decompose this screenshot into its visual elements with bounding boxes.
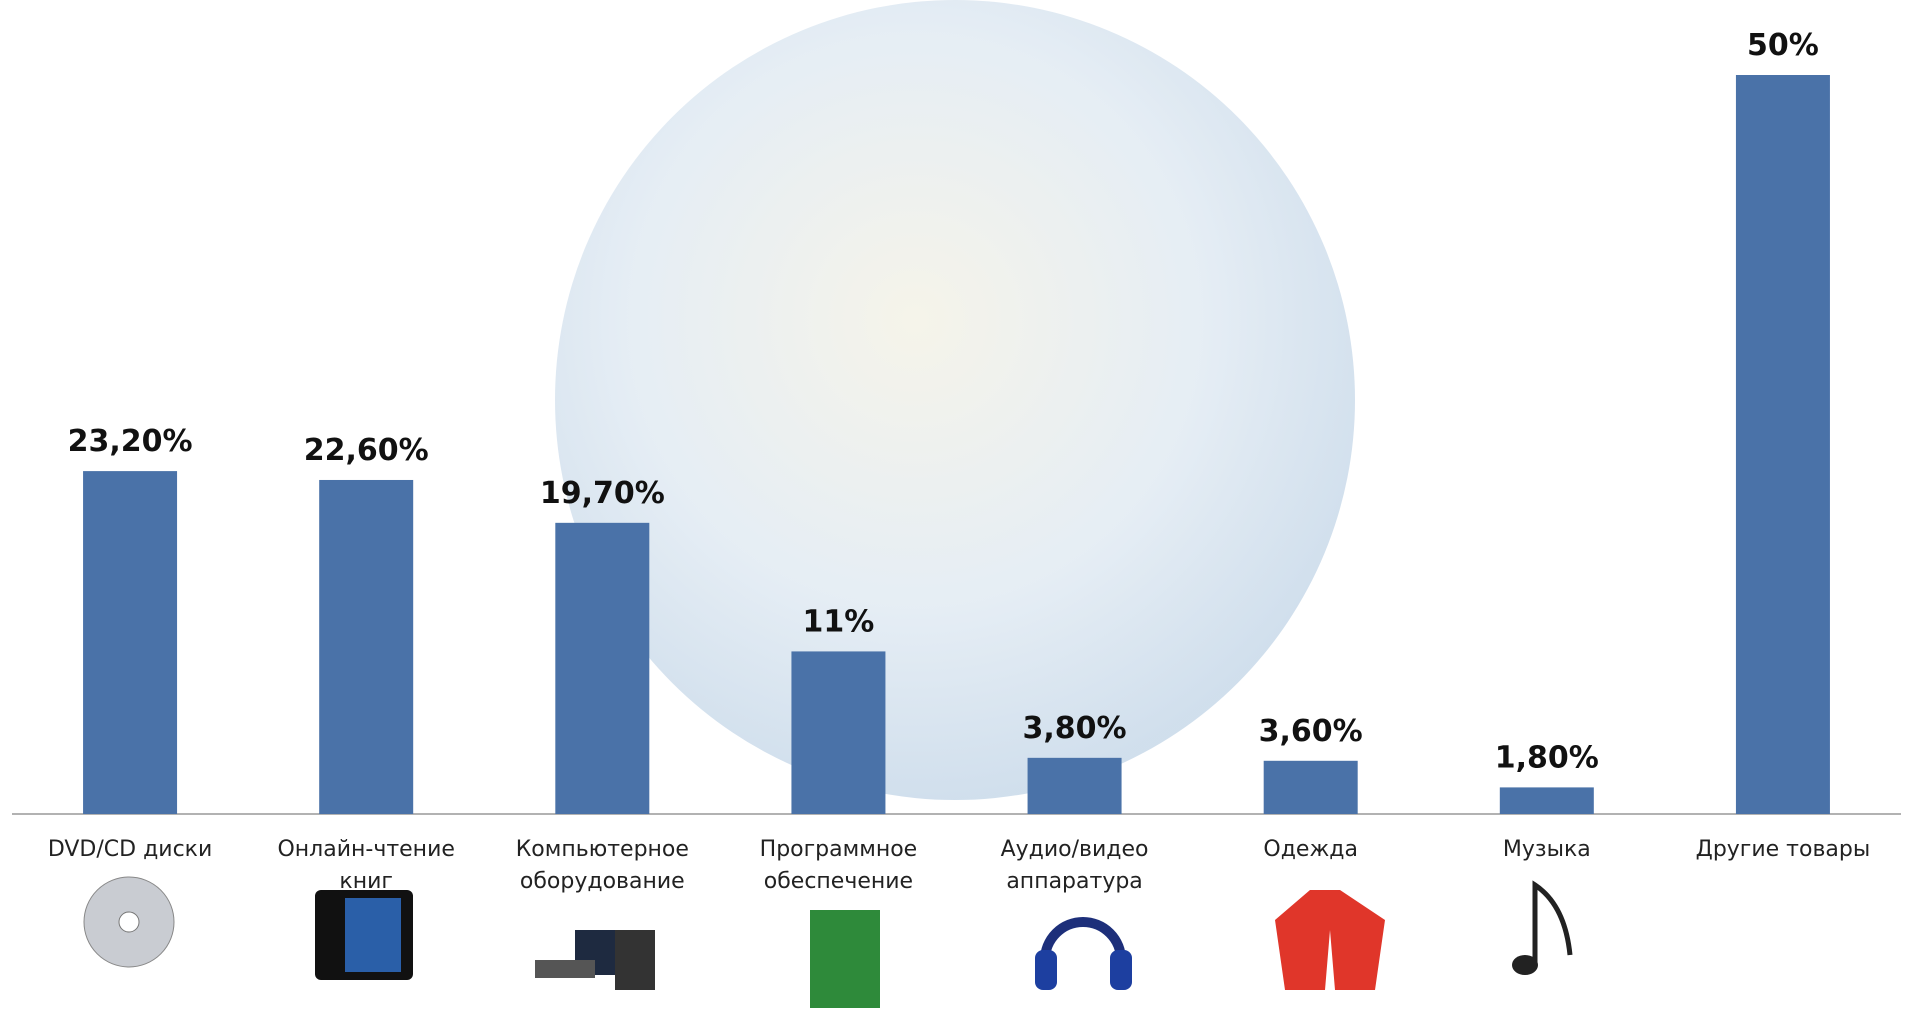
headphone-cup [1110, 950, 1132, 990]
category-label: Музыка [1502, 837, 1591, 862]
value-label: 1,80% [1495, 740, 1599, 775]
value-label: 22,60% [304, 433, 429, 468]
value-label: 3,60% [1259, 714, 1363, 749]
pc-tower [615, 930, 655, 990]
bar [1027, 757, 1122, 814]
category-label: Программное обеспечение [759, 837, 918, 894]
jacket-icon [1275, 890, 1385, 990]
bar [83, 471, 178, 814]
value-label: 11% [803, 604, 875, 639]
category-label: Аудио/видео аппаратура [1000, 837, 1149, 894]
speaker [535, 960, 595, 978]
category-label: Онлайн-чтение книг [277, 837, 455, 894]
bar [319, 479, 414, 814]
value-label: 23,20% [68, 424, 193, 459]
category-label: Другие товары [1695, 837, 1871, 862]
tablet-screen [345, 898, 401, 972]
headphones-band [1040, 917, 1126, 961]
bar [1263, 760, 1358, 814]
icons [83, 876, 1573, 1008]
note-head [1512, 955, 1538, 975]
category-label: Одежда [1263, 837, 1358, 862]
bar [1499, 787, 1594, 814]
value-label: 50% [1747, 28, 1819, 63]
headphone-cup [1035, 950, 1057, 990]
category-label: Компьютерное оборудование [515, 837, 689, 894]
value-label: 3,80% [1023, 711, 1127, 746]
bar [791, 651, 886, 814]
note-stem [1532, 880, 1573, 965]
bar [1735, 75, 1830, 814]
disc-hole [118, 911, 140, 933]
value-label: 19,70% [540, 476, 665, 511]
category-label: DVD/CD диски [47, 837, 213, 862]
globe-background [555, 0, 1355, 800]
software-box [810, 910, 880, 1008]
bar [555, 522, 650, 814]
